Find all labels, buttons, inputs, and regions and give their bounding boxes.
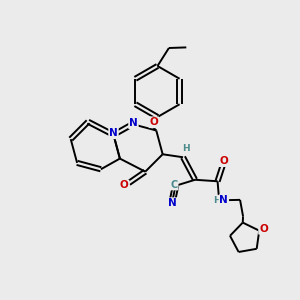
Text: H: H [182,144,189,153]
Text: N: N [129,118,138,128]
Text: N: N [220,195,228,205]
Text: O: O [120,181,129,190]
Text: O: O [219,156,228,166]
Text: H: H [213,196,220,205]
Text: C: C [170,180,178,190]
Text: N: N [109,128,118,138]
Text: O: O [259,224,268,234]
Text: O: O [149,117,158,127]
Text: N: N [168,198,177,208]
